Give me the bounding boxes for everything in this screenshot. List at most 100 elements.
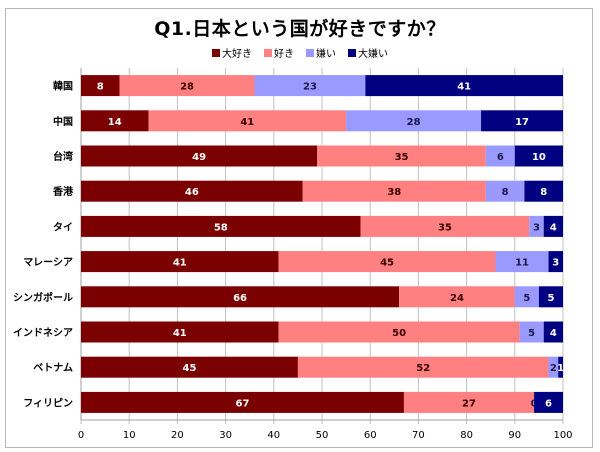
bar-segment <box>81 110 149 132</box>
data-label: 4 <box>550 328 557 339</box>
data-label: 35 <box>438 222 452 233</box>
x-tick-label: 0 <box>78 430 84 441</box>
legend-swatch <box>348 48 356 57</box>
data-label: 45 <box>380 258 394 269</box>
x-tick-label: 40 <box>267 430 280 441</box>
bar-segment <box>514 286 539 308</box>
data-label: 28 <box>180 82 194 93</box>
data-label: 3 <box>552 258 559 269</box>
data-label: 8 <box>502 187 509 198</box>
bar-segment <box>81 75 120 97</box>
legend-item: 嫌い <box>306 45 336 60</box>
bar-segment <box>148 110 347 132</box>
data-label: 49 <box>192 152 206 163</box>
data-label: 1 <box>557 363 564 374</box>
category-label: インドネシア <box>13 327 73 339</box>
bar-segment <box>485 145 515 167</box>
bar-segment <box>403 391 535 413</box>
data-label: 4 <box>550 222 557 233</box>
bar-segment <box>543 321 563 343</box>
x-tick-label: 70 <box>412 430 425 441</box>
category-label: 中国 <box>53 115 73 128</box>
x-tick-label: 20 <box>171 430 184 441</box>
category-label: 韓国 <box>53 80 73 93</box>
legend-label: 大好き <box>222 49 252 60</box>
legend-label: 好き <box>274 49 294 60</box>
bar-segment <box>81 145 318 167</box>
data-label: 5 <box>547 293 554 304</box>
bar-segment <box>297 356 549 378</box>
bar-segment <box>558 356 563 378</box>
data-label: 46 <box>185 187 199 198</box>
bar-segment <box>317 145 486 167</box>
x-tick-label: 90 <box>508 430 521 441</box>
data-label: 58 <box>214 222 228 233</box>
x-tick-label: 100 <box>553 430 572 441</box>
bar-segment <box>278 321 520 343</box>
bar-segment <box>81 321 279 343</box>
legend-item: 大好き <box>212 45 252 60</box>
bar-segment <box>543 215 563 237</box>
bar-segment <box>346 110 482 132</box>
data-label: 6 <box>497 152 504 163</box>
data-label: 41 <box>240 117 254 128</box>
legend-item: 好き <box>264 45 294 60</box>
data-label: 35 <box>395 152 409 163</box>
bar-segment <box>81 391 404 413</box>
legend-swatch <box>306 48 314 57</box>
data-label: 24 <box>450 293 464 304</box>
data-label: 41 <box>173 328 187 339</box>
bar-segment <box>519 321 544 343</box>
category-label: シンガポール <box>13 291 73 304</box>
bar-segment <box>360 215 530 237</box>
category-label: タイ <box>53 221 73 233</box>
bar-segment <box>81 356 298 378</box>
chart-legend: 大好き 好き 嫌い 大嫌い <box>0 45 600 60</box>
bar-segment <box>481 110 563 132</box>
data-label: 38 <box>387 187 401 198</box>
data-label: 14 <box>108 117 122 128</box>
data-label: 5 <box>523 293 530 304</box>
legend-swatch <box>212 48 220 57</box>
bar-segment <box>81 180 303 202</box>
bar-segment <box>399 286 515 308</box>
bar-segment <box>365 75 563 97</box>
chart-title: Q1.日本という国が好きですか？ <box>154 18 446 40</box>
legend-label: 嫌い <box>316 49 336 60</box>
bar-segment <box>514 145 563 167</box>
bar-segment <box>524 180 563 202</box>
data-label: 28 <box>407 117 421 128</box>
legend-item: 大嫌い <box>348 45 388 60</box>
data-label: 27 <box>462 398 476 409</box>
bar-segment <box>119 75 255 97</box>
bar-segment <box>302 180 486 202</box>
data-label: 5 <box>528 328 535 339</box>
bar-segment <box>548 251 563 273</box>
bar-segment <box>278 251 496 273</box>
data-label: 6 <box>545 398 552 409</box>
category-label: 台湾 <box>53 150 73 163</box>
legend-label: 大嫌い <box>358 49 388 60</box>
data-label: 10 <box>532 152 546 163</box>
data-label: 11 <box>515 258 529 269</box>
category-label: フィリピン <box>23 397 73 409</box>
category-label: 香港 <box>53 185 74 198</box>
x-tick-label: 80 <box>460 430 473 441</box>
bar-segment <box>254 75 366 97</box>
x-tick-label: 30 <box>219 430 232 441</box>
x-tick-label: 50 <box>316 430 329 441</box>
bar-segment <box>81 215 361 237</box>
bar-segment <box>548 356 559 378</box>
category-label: ベトナム <box>33 362 73 374</box>
data-label: 52 <box>416 363 430 374</box>
bar-segment <box>538 286 563 308</box>
bar-segment <box>529 215 544 237</box>
data-label: 8 <box>540 187 547 198</box>
data-label: 17 <box>515 117 529 128</box>
legend-swatch <box>264 48 272 57</box>
data-label: 41 <box>173 258 187 269</box>
data-label: 23 <box>303 82 317 93</box>
bar-segment <box>495 251 549 273</box>
data-label: 66 <box>233 293 247 304</box>
